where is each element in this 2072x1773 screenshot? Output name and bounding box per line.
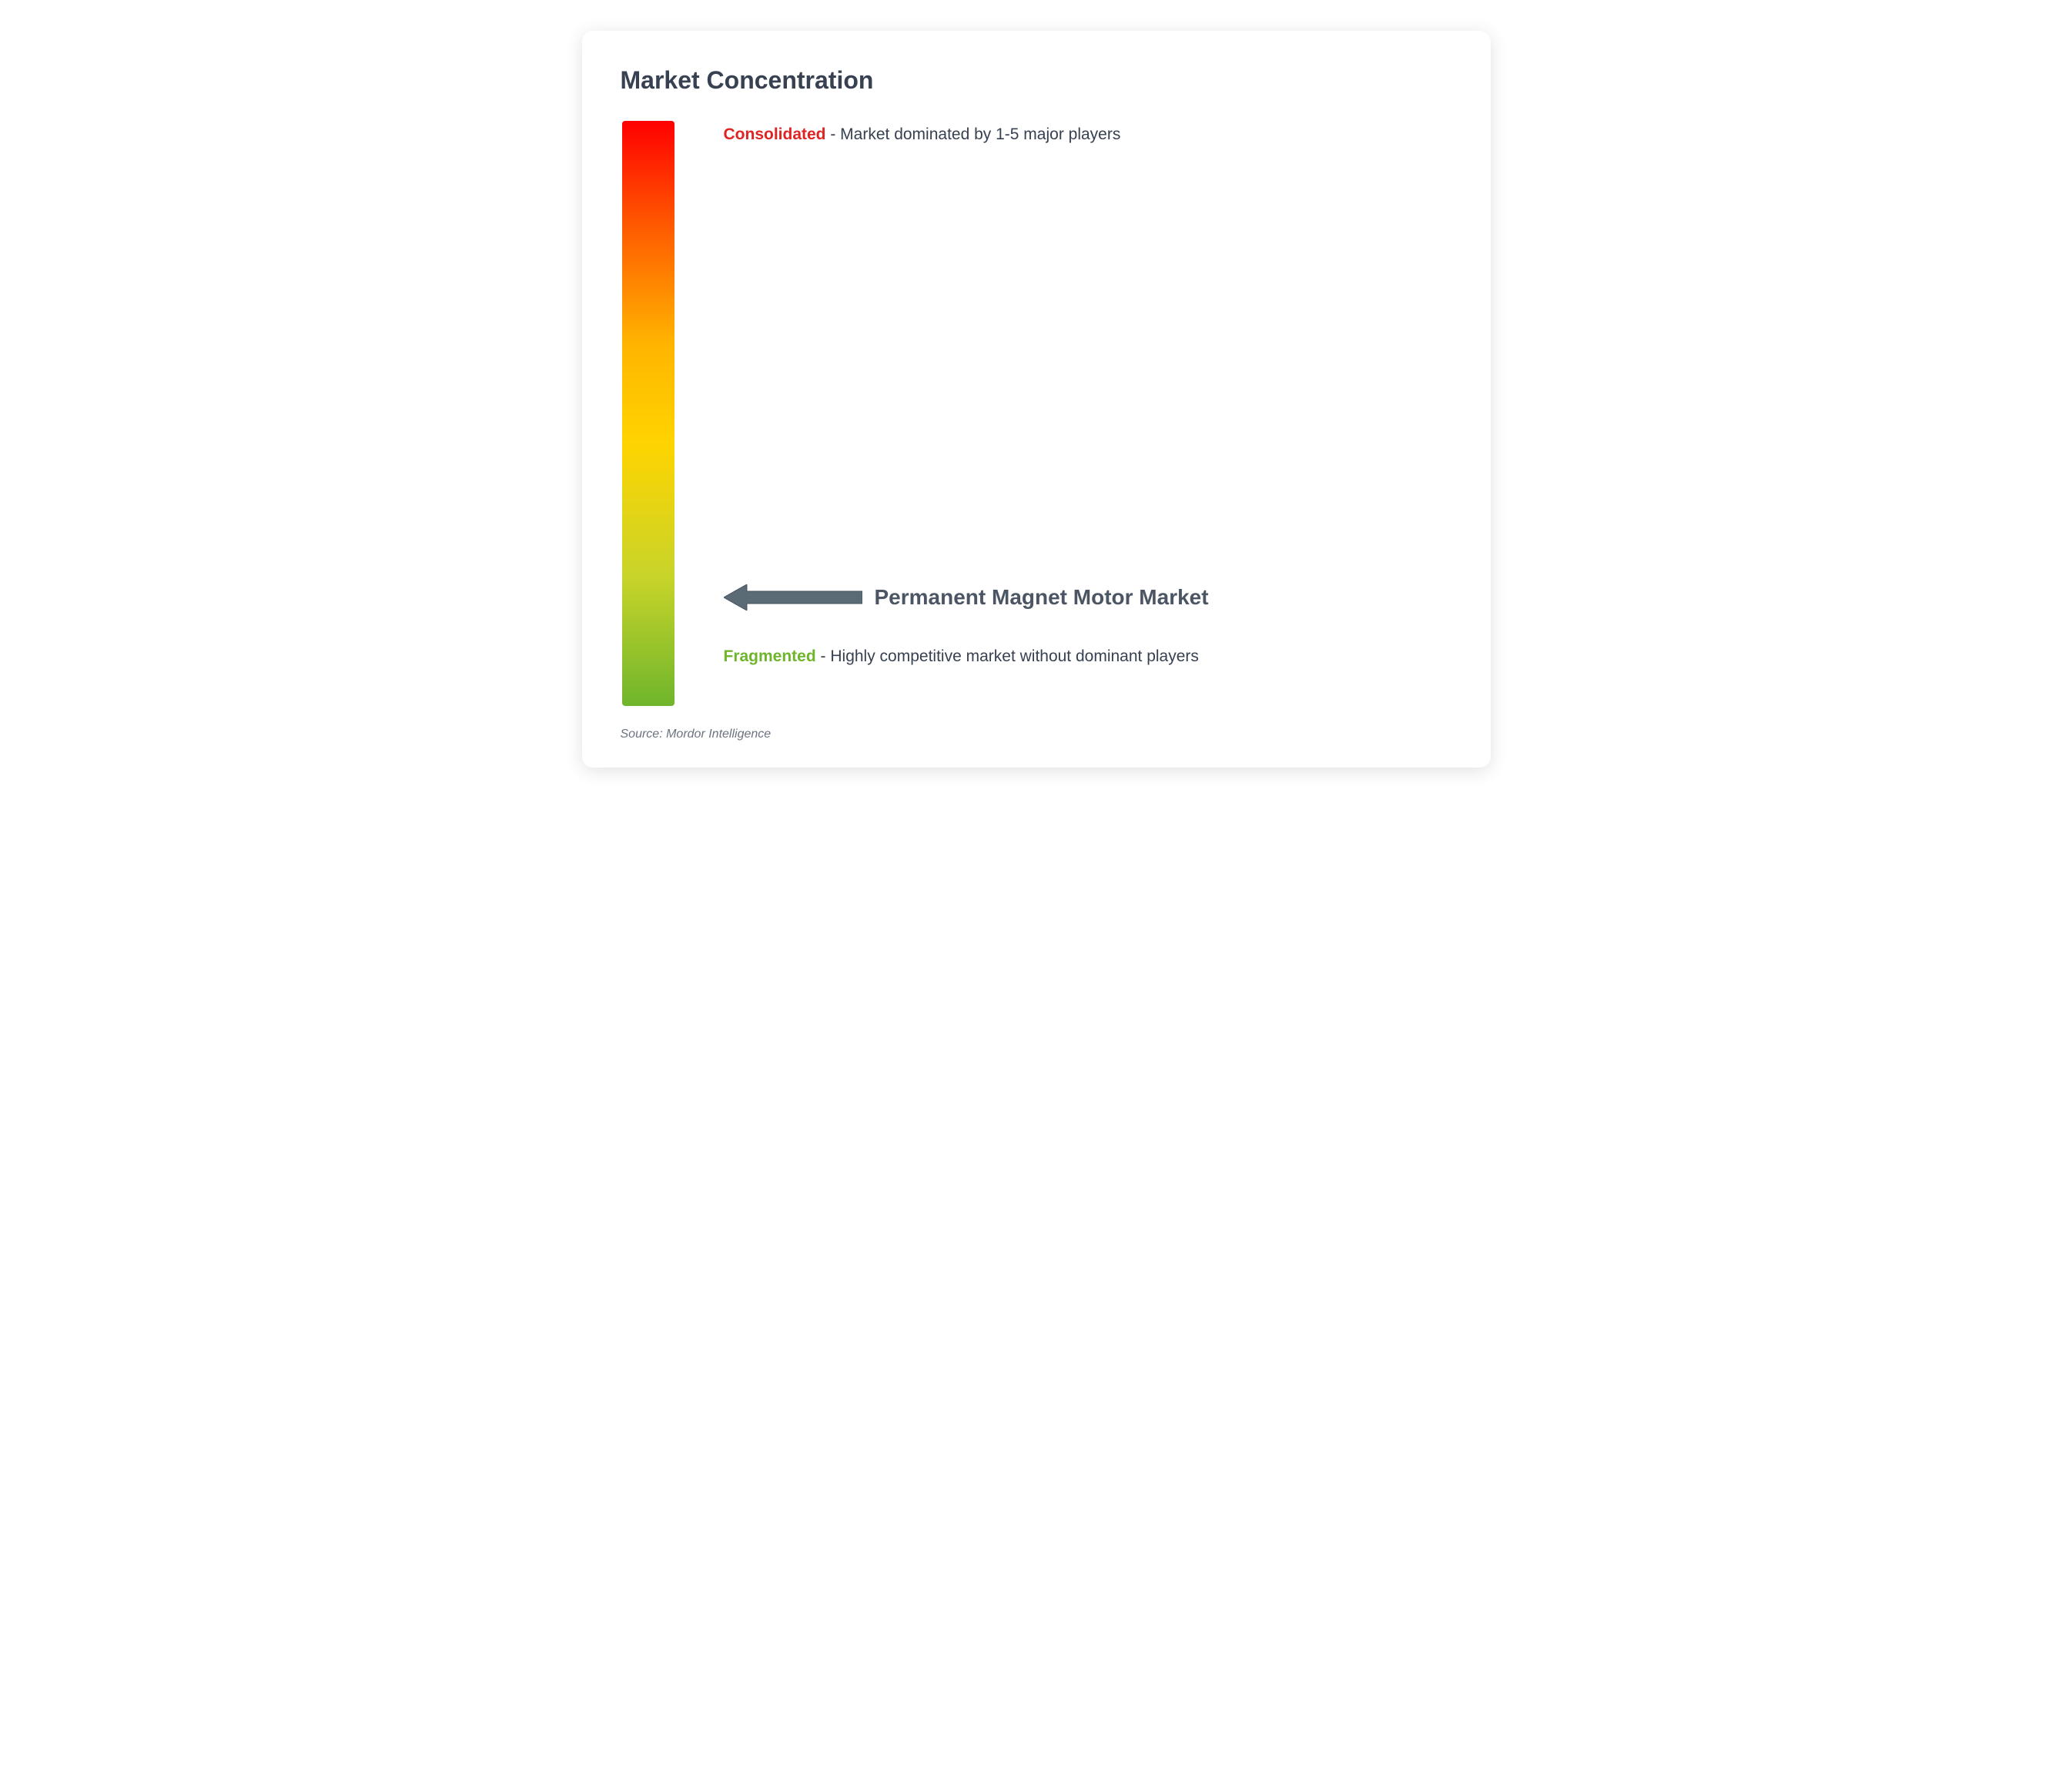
card-body: Consolidated - Market dominated by 1-5 m…: [621, 121, 1452, 706]
arrow-left-icon: [724, 584, 862, 611]
fragmented-key: Fragmented: [724, 647, 816, 665]
concentration-gradient-bar: [622, 121, 674, 706]
consolidated-label: Consolidated - Market dominated by 1-5 m…: [724, 122, 1444, 147]
card-title: Market Concentration: [621, 66, 1452, 95]
fragmented-desc: - Highly competitive market without domi…: [821, 647, 1199, 665]
gradient-column: [621, 121, 676, 706]
market-concentration-card: Market Concentration Consolidated - Mark…: [582, 31, 1491, 768]
consolidated-desc: - Market dominated by 1-5 major players: [830, 125, 1120, 143]
source-value: Mordor Intelligence: [666, 728, 771, 741]
consolidated-key: Consolidated: [724, 125, 826, 143]
market-marker-row: Permanent Magnet Motor Market: [724, 584, 1444, 611]
labels-column: Consolidated - Market dominated by 1-5 m…: [676, 121, 1452, 706]
source-prefix: Source:: [621, 728, 663, 741]
market-marker-label: Permanent Magnet Motor Market: [875, 585, 1209, 610]
fragmented-label: Fragmented - Highly competitive market w…: [724, 644, 1444, 669]
source-line: Source: Mordor Intelligence: [621, 728, 1452, 741]
